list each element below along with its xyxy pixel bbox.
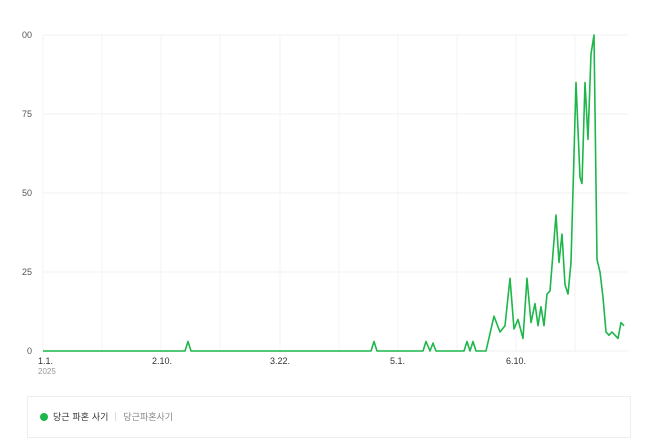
series-line [43, 34, 625, 352]
y-tick-label: 0 [27, 346, 32, 356]
legend-dot-icon [40, 412, 48, 421]
line-chart: 0 25 50 75 00 1.1.2025 2.10. 3.22. 5.1. 6.10. [22, 30, 628, 376]
x-tick-label: 3.22. [270, 356, 290, 366]
legend: 당근 파혼 사기 당근파혼사기 [27, 396, 631, 438]
x-tick-label: 2.10. [152, 356, 172, 366]
legend-label: 당근 파혼 사기 [53, 413, 109, 423]
x-tick-label: 5.1. [390, 356, 405, 366]
x-tick-sublabel: 2025 [38, 367, 56, 376]
y-axis: 0 25 50 75 00 [22, 30, 32, 356]
x-tick-label: 1.1. [38, 356, 53, 366]
legend-separator [115, 412, 117, 421]
grid-lines [42, 34, 628, 352]
y-tick-label: 50 [22, 188, 32, 198]
legend-keyword: 당근파혼사기 [123, 413, 174, 423]
y-tick-label: 75 [22, 109, 32, 119]
x-axis: 1.1.2025 2.10. 3.22. 5.1. 6.10. [38, 356, 526, 376]
y-tick-label: 25 [22, 267, 32, 277]
y-tick-label: 00 [22, 30, 32, 40]
x-tick-label: 6.10. [506, 356, 526, 366]
legend-item[interactable]: 당근 파혼 사기 당근파혼사기 [40, 410, 173, 423]
